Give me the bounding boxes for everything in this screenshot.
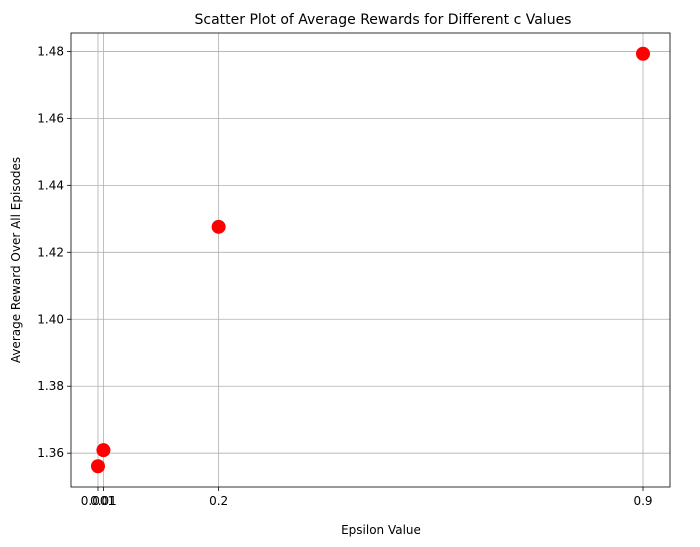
grid-layer xyxy=(71,33,670,487)
plot-frame xyxy=(70,32,671,488)
y-axis: 1.36 1.38 1.40 1.42 1.44 1.46 1.48 xyxy=(37,44,71,460)
data-point xyxy=(90,459,105,474)
x-tick-label: 0.01 xyxy=(90,494,117,508)
y-tick-label: 1.36 xyxy=(37,446,64,460)
x-tick-label: 0.9 xyxy=(633,494,652,508)
x-tick-label: 0.2 xyxy=(209,494,228,508)
points-layer xyxy=(90,46,651,474)
y-axis-title: Average Reward Over All Episodes xyxy=(9,157,23,363)
data-point xyxy=(96,443,111,458)
x-axis-title: Epsilon Value xyxy=(341,523,421,537)
chart-title: Scatter Plot of Average Rewards for Diff… xyxy=(195,12,572,28)
y-tick-label: 1.42 xyxy=(37,245,64,259)
data-point xyxy=(636,46,651,61)
y-tick-label: 1.48 xyxy=(37,44,64,58)
data-point xyxy=(211,219,226,234)
x-tick-label: 0.001 xyxy=(81,494,115,508)
y-tick-label: 1.40 xyxy=(37,312,64,326)
y-tick-label: 1.46 xyxy=(37,111,64,125)
y-tick-label: 1.44 xyxy=(37,178,64,192)
y-tick-label: 1.38 xyxy=(37,379,64,393)
